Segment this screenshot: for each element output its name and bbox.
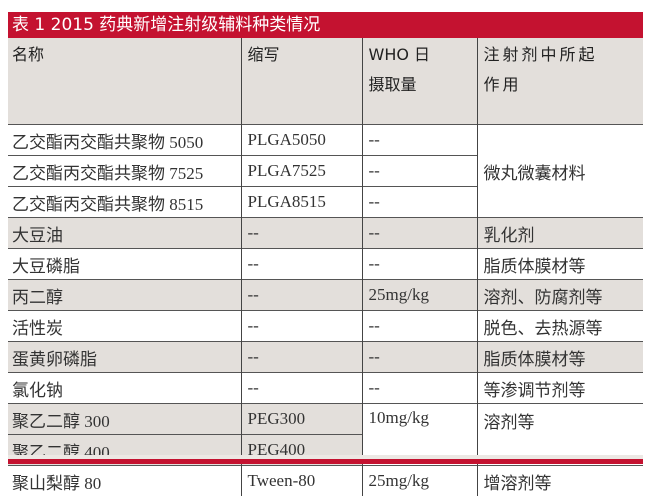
cell-abbr: --: [241, 373, 362, 404]
cell-abbr: PEG300: [241, 404, 362, 435]
cell-abbr: --: [241, 342, 362, 373]
excipient-table: 名称 缩写 WHO 日摄取量 注射剂中所起作用 乙交酯丙交酯共聚物 5050 P…: [8, 38, 643, 496]
header-who: WHO 日摄取量: [362, 38, 477, 125]
cell-who: --: [362, 218, 477, 249]
cell-role: 增溶剂等: [477, 466, 643, 496]
cell-who: --: [362, 342, 477, 373]
cell-role: 等渗调节剂等: [477, 373, 643, 404]
cell-abbr: --: [241, 311, 362, 342]
cell-who: --: [362, 249, 477, 280]
table-row: 氯化钠 -- -- 等渗调节剂等: [8, 373, 643, 404]
cell-who: 25mg/kg: [362, 466, 477, 496]
table-row: 聚山梨醇 80 Tween-80 25mg/kg 增溶剂等: [8, 466, 643, 496]
cell-abbr: --: [241, 280, 362, 311]
cell-name: 氯化钠: [8, 373, 241, 404]
cell-role: 溶剂、防腐剂等: [477, 280, 643, 311]
cell-name: 乙交酯丙交酯共聚物 8515: [8, 187, 241, 218]
table-bottom-rule: [8, 459, 643, 464]
cell-name: 大豆油: [8, 218, 241, 249]
cell-name: 乙交酯丙交酯共聚物 7525: [8, 156, 241, 187]
table-row: 蛋黄卵磷脂 -- -- 脂质体膜材等: [8, 342, 643, 373]
cell-name: 蛋黄卵磷脂: [8, 342, 241, 373]
cell-abbr: Tween-80: [241, 466, 362, 496]
cell-who: --: [362, 373, 477, 404]
cell-abbr: PLGA8515: [241, 187, 362, 218]
header-abbr: 缩写: [241, 38, 362, 125]
cell-name: 活性炭: [8, 311, 241, 342]
table-row: 活性炭 -- -- 脱色、去热源等: [8, 311, 643, 342]
table-header-row: 名称 缩写 WHO 日摄取量 注射剂中所起作用: [8, 38, 643, 125]
cell-name: 丙二醇: [8, 280, 241, 311]
cell-role: 微丸微囊材料: [477, 125, 643, 218]
cell-role: 脱色、去热源等: [477, 311, 643, 342]
cell-role: 乳化剂: [477, 218, 643, 249]
cell-abbr: PLGA5050: [241, 125, 362, 156]
cell-abbr: --: [241, 249, 362, 280]
cell-name: 聚山梨醇 80: [8, 466, 241, 496]
header-who-line2: 摄取量: [369, 75, 417, 94]
cell-abbr: --: [241, 218, 362, 249]
cell-who: --: [362, 311, 477, 342]
header-role: 注射剂中所起作用: [477, 38, 643, 125]
table-title: 表 1 2015 药典新增注射级辅料种类情况: [8, 12, 643, 38]
header-who-line1: WHO 日: [369, 45, 431, 64]
cell-name: 聚乙二醇 300: [8, 404, 241, 435]
table-row: 丙二醇 -- 25mg/kg 溶剂、防腐剂等: [8, 280, 643, 311]
table-row: 聚乙二醇 300 PEG300 10mg/kg 溶剂等: [8, 404, 643, 435]
cell-who: --: [362, 125, 477, 156]
header-name: 名称: [8, 38, 241, 125]
cell-name: 乙交酯丙交酯共聚物 5050: [8, 125, 241, 156]
cell-who: 25mg/kg: [362, 280, 477, 311]
cell-who: --: [362, 156, 477, 187]
cell-abbr: PLGA7525: [241, 156, 362, 187]
cell-role: 脂质体膜材等: [477, 249, 643, 280]
header-role-line1: 注射剂中所起: [484, 45, 598, 64]
cell-role: 脂质体膜材等: [477, 342, 643, 373]
table-row: 乙交酯丙交酯共聚物 5050 PLGA5050 -- 微丸微囊材料: [8, 125, 643, 156]
table-row: 大豆油 -- -- 乳化剂: [8, 218, 643, 249]
cell-name: 大豆磷脂: [8, 249, 241, 280]
table-row: 大豆磷脂 -- -- 脂质体膜材等: [8, 249, 643, 280]
header-role-line2: 作用: [484, 75, 522, 94]
cell-who: --: [362, 187, 477, 218]
